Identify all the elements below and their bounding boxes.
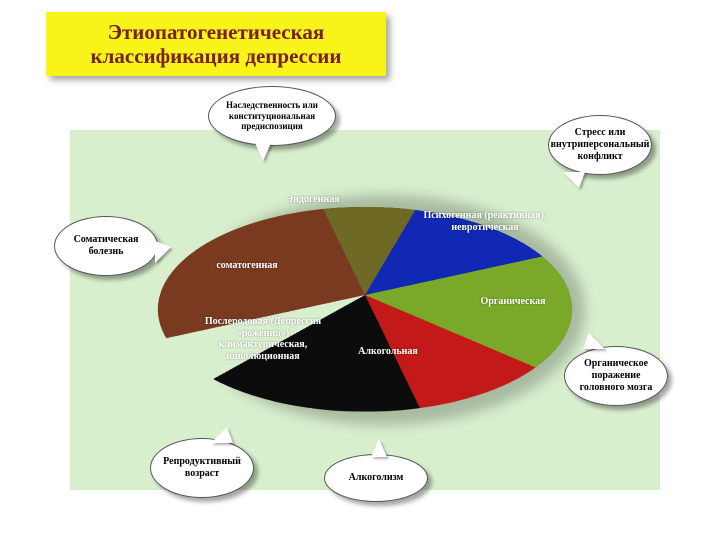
callout-text: Наследственность или конституциональная … [215, 100, 329, 132]
callout-tail-icon [255, 143, 271, 161]
pie-chart [127, 207, 603, 412]
callout-tail-icon [583, 333, 605, 349]
callout-text: Стресс или внутриперсональный конфликт [551, 127, 650, 163]
callout-text: Репродуктивный возраст [157, 456, 247, 480]
callout-tail-icon [563, 172, 585, 188]
callout-reproduct: Репродуктивный возраст [150, 438, 254, 498]
callout-tail-icon [371, 439, 387, 457]
callout-brain: Органическое поражение головного мозга [564, 346, 668, 406]
callout-tail-icon [155, 241, 171, 263]
callout-heredity: Наследственность или конституциональная … [208, 86, 336, 146]
page-title: Этиопатогенетическая классификация депре… [46, 12, 386, 76]
callout-stress: Стресс или внутриперсональный конфликт [548, 115, 652, 175]
callout-text: Алкоголизм [349, 472, 404, 484]
callout-text: Соматическая болезнь [61, 234, 151, 258]
callout-text: Органическое поражение головного мозга [571, 358, 661, 394]
callout-tail-icon [211, 427, 233, 443]
callout-alcoholism: Алкоголизм [324, 454, 428, 502]
callout-somatic: Соматическая болезнь [54, 216, 158, 276]
